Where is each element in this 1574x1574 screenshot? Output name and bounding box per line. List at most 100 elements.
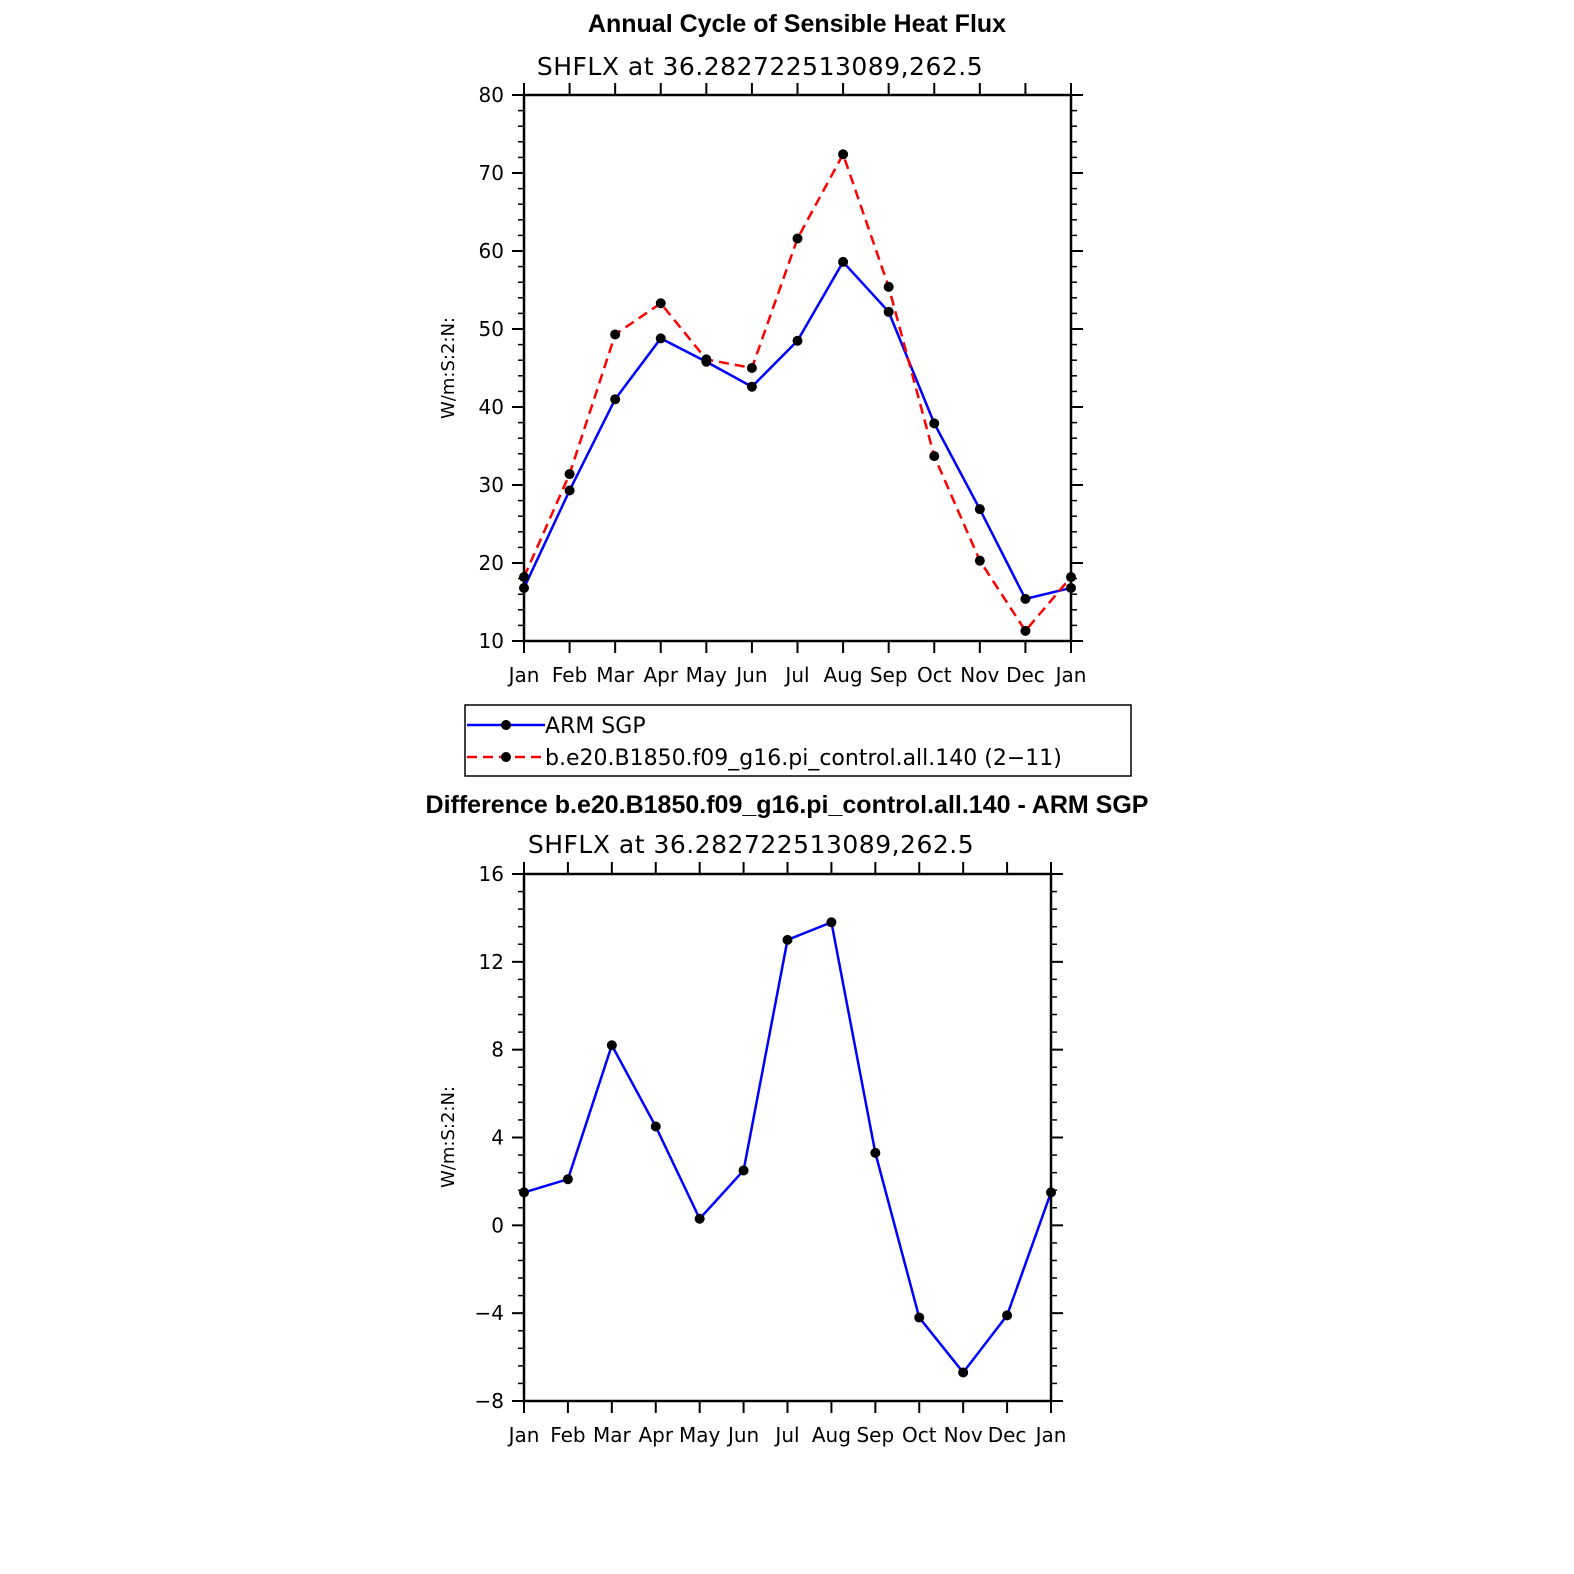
series-0-point [883, 306, 894, 317]
series-1-point [792, 233, 803, 244]
series-0-point [610, 394, 621, 405]
x-tick-label: Nov [960, 663, 999, 687]
x-tick-label: Oct [917, 663, 952, 687]
series-0-point [782, 934, 793, 945]
x-tick-label: Jan [507, 663, 540, 687]
x-tick-label: Mar [593, 1423, 632, 1447]
x-tick-label: Feb [550, 1423, 585, 1447]
x-tick-label: Feb [552, 663, 587, 687]
series-1-point [883, 281, 894, 292]
y-tick-label: 0 [491, 1213, 504, 1237]
series-0-point [746, 381, 757, 392]
series-1-point [701, 354, 712, 365]
series-0-point [974, 504, 985, 515]
x-tick-label: Jan [1034, 1423, 1067, 1447]
series-1-point [655, 298, 666, 309]
series-group [519, 149, 1076, 636]
series-1-point [1020, 625, 1031, 636]
x-tick-label: Sep [870, 663, 908, 687]
x-tick-label: May [679, 1423, 721, 1447]
series-line-1 [522, 153, 1072, 633]
series-1-point [929, 451, 940, 462]
y-tick-label: 50 [479, 317, 504, 341]
x-tick-label: Jul [783, 663, 809, 687]
x-tick-labels: Jan Feb Mar Apr May Jun Jul Aug Sep Oct Nov Dec Jan [507, 83, 1087, 687]
series-0-point [694, 1213, 705, 1224]
plot-frame [522, 872, 1053, 1403]
y-tick-label: 10 [479, 629, 504, 653]
y-tick-label: 20 [479, 551, 504, 575]
legend-marker-arm-sgp [501, 720, 511, 730]
plot-frame [522, 93, 1073, 643]
y-tick-label: 70 [479, 161, 504, 185]
y-tick-label: 30 [479, 473, 504, 497]
series-line-0 [523, 921, 1053, 1374]
series-group [519, 917, 1056, 1378]
series-0-point [650, 1121, 661, 1132]
y-tick-label: −4 [475, 1301, 504, 1325]
legend-label-model: b.e20.B1850.f09_g16.pi_control.all.140 (… [545, 746, 1062, 771]
series-1-point [610, 329, 621, 340]
series-0-point [1020, 593, 1031, 604]
series-0-point [870, 1147, 881, 1158]
legend-box [464, 704, 1132, 777]
chart-title: Annual Cycle of Sensible Heat Flux [588, 10, 1006, 38]
y-tick-label: 12 [479, 950, 504, 974]
chart-title: Difference b.e20.B1850.f09_g16.pi_contro… [426, 791, 1149, 819]
legend: ARM SGP b.e20.B1850.f09_g16.pi_control.a… [464, 704, 1132, 777]
series-0-point [838, 256, 849, 267]
y-tick-label: 40 [479, 395, 504, 419]
series-0-point [564, 485, 575, 496]
x-tick-labels: Jan Feb Mar Apr May Jun Jul Aug Sep Oct Nov Dec Jan [507, 862, 1067, 1447]
x-tick-label: Sep [856, 1423, 894, 1447]
x-tick-label: Apr [638, 1423, 673, 1447]
series-0-point [655, 333, 666, 344]
series-0-point [914, 1312, 925, 1323]
series-1-point [564, 469, 575, 480]
x-tick-label: Jul [773, 1423, 799, 1447]
series-1-point [838, 149, 849, 160]
series-0-point [958, 1367, 969, 1378]
minor-ticks [518, 873, 1057, 1402]
y-axis-label: W/m:S:2:N: [438, 317, 459, 419]
series-0-point [826, 917, 837, 928]
x-tick-label: Dec [1006, 663, 1045, 687]
legend-marker-model [501, 752, 511, 762]
series-1-point [746, 363, 757, 373]
x-tick-label: Apr [643, 663, 678, 687]
y-tick-label: 80 [479, 83, 504, 107]
annual-cycle-chart: Annual Cycle of Sensible Heat Flux SHFLX… [438, 10, 1132, 777]
x-tick-label: Jan [507, 1423, 540, 1447]
legend-label-arm-sgp: ARM SGP [545, 714, 646, 739]
x-tick-label: Aug [824, 663, 863, 687]
x-tick-label: Jun [726, 1423, 759, 1447]
series-0-point [929, 418, 940, 429]
y-tick-label: 16 [479, 862, 504, 886]
y-tick-labels: −8 −4 0 4 8 12 16 [475, 862, 1063, 1413]
x-tick-label: Nov [944, 1423, 983, 1447]
x-tick-label: Aug [812, 1423, 851, 1447]
chart-subtitle: SHFLX at 36.282722513089,262.5 [528, 830, 974, 859]
y-axis-label: W/m:S:2:N: [438, 1086, 459, 1188]
series-0-point [738, 1165, 749, 1176]
series-0-point [792, 335, 803, 346]
series-0-point [1002, 1310, 1013, 1321]
difference-chart: Difference b.e20.B1850.f09_g16.pi_contro… [426, 791, 1149, 1447]
x-tick-label: May [686, 663, 728, 687]
x-tick-label: Dec [988, 1423, 1027, 1447]
y-tick-label: 60 [479, 239, 504, 263]
y-tick-label: 8 [491, 1038, 504, 1062]
x-tick-label: Jan [1054, 663, 1087, 687]
series-0-point [606, 1040, 617, 1051]
x-tick-label: Jun [734, 663, 767, 687]
series-line-0 [522, 260, 1072, 601]
chart-subtitle: SHFLX at 36.282722513089,262.5 [537, 52, 983, 81]
y-tick-labels: 10 20 30 40 50 60 70 80 [479, 83, 1083, 653]
y-tick-label: −8 [475, 1389, 504, 1413]
x-tick-label: Mar [596, 663, 635, 687]
minor-ticks [518, 94, 1077, 642]
y-tick-label: 4 [491, 1126, 504, 1150]
series-0-point [562, 1174, 573, 1185]
x-tick-label: Oct [902, 1423, 937, 1447]
